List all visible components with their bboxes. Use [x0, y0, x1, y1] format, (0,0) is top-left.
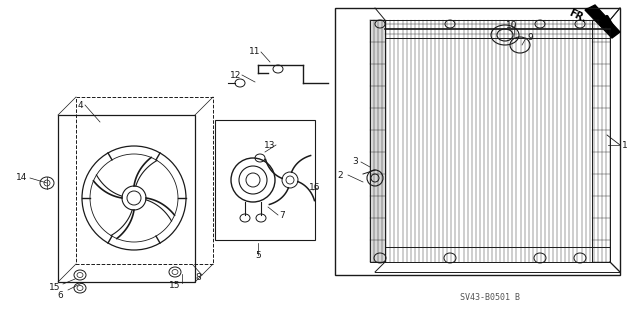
- Polygon shape: [585, 5, 620, 38]
- Text: FR.: FR.: [567, 7, 588, 24]
- Text: 8: 8: [195, 273, 201, 283]
- Text: 14: 14: [16, 174, 28, 182]
- Text: 3: 3: [352, 158, 358, 167]
- Bar: [385, 20, 610, 38]
- Text: 11: 11: [249, 48, 260, 56]
- Text: 6: 6: [57, 291, 63, 300]
- Bar: [58, 115, 195, 282]
- Text: 7: 7: [279, 211, 285, 219]
- Text: 16: 16: [309, 183, 321, 192]
- Text: 1: 1: [622, 140, 628, 150]
- Text: 4: 4: [77, 100, 83, 109]
- Bar: [335, 8, 620, 275]
- Text: 15: 15: [169, 280, 180, 290]
- Text: 2: 2: [337, 170, 343, 180]
- Text: 12: 12: [230, 70, 242, 79]
- Text: SV43-B0501 B: SV43-B0501 B: [460, 293, 520, 302]
- Text: 10: 10: [506, 20, 518, 29]
- Bar: [215, 120, 315, 240]
- Text: 13: 13: [264, 140, 276, 150]
- Bar: [370, 20, 385, 262]
- Bar: [385, 247, 610, 262]
- Text: 15: 15: [49, 283, 61, 292]
- Bar: [592, 20, 610, 262]
- Text: 9: 9: [527, 33, 533, 42]
- Bar: [76, 97, 213, 264]
- Text: 5: 5: [255, 250, 261, 259]
